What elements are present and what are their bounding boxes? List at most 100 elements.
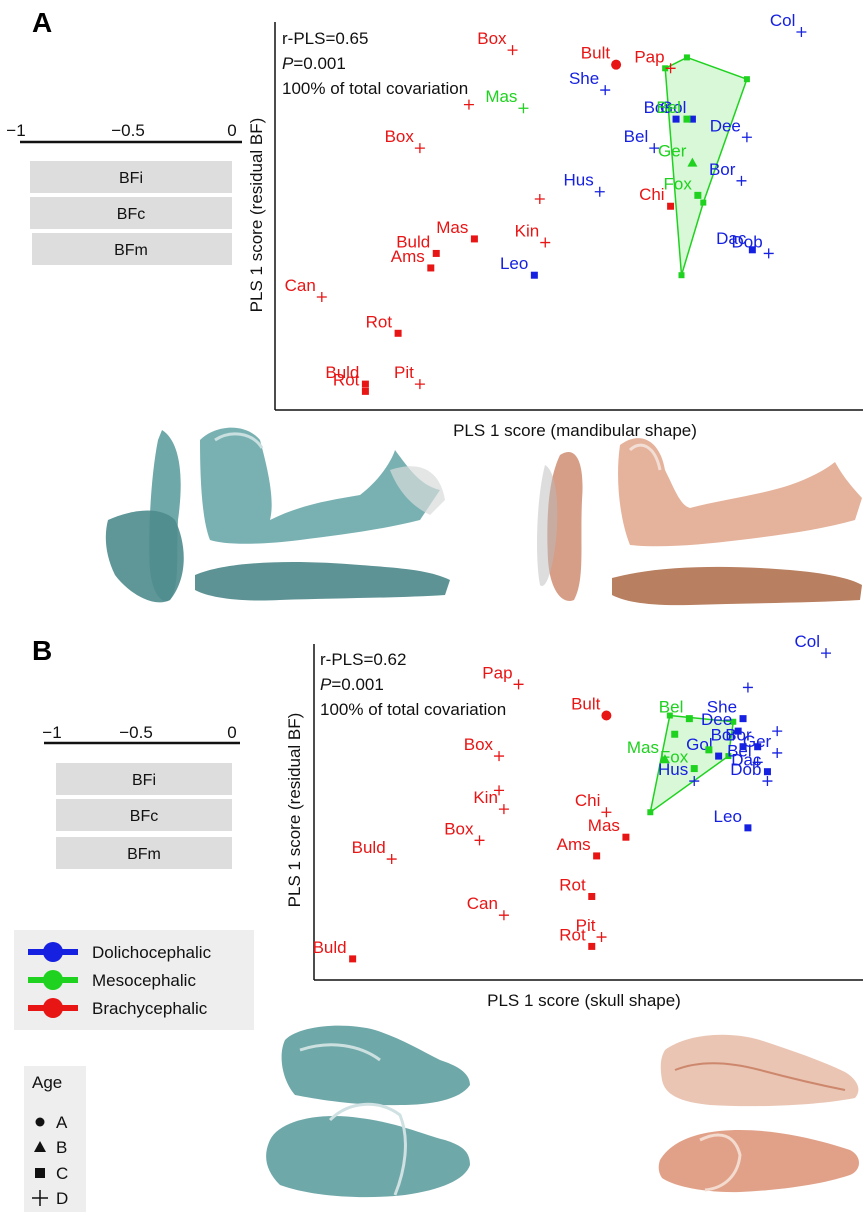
- panel-a-letter: A: [32, 7, 52, 38]
- data-point: [741, 132, 752, 143]
- data-point: [474, 835, 485, 846]
- point-label: Can: [285, 276, 316, 295]
- data-point: [432, 249, 440, 257]
- bfc-label: BFc: [117, 206, 145, 223]
- legend-item-dolichocephalic: Dolichocephalic: [28, 942, 212, 962]
- data-point: [715, 752, 723, 760]
- point-label: Bel: [656, 98, 681, 117]
- age-legend-title: Age: [32, 1073, 62, 1092]
- point-label: Mas: [588, 816, 620, 835]
- data-point: [414, 379, 425, 390]
- data-point: [752, 757, 763, 768]
- scale-tick-max: 0: [227, 723, 236, 742]
- data-point: [739, 743, 747, 751]
- data-point: [494, 785, 505, 796]
- data-point: [530, 271, 538, 279]
- data-point: [748, 246, 756, 254]
- data-point: [763, 248, 774, 259]
- data-point: [470, 235, 478, 243]
- data-point: [361, 387, 369, 395]
- data-point: [688, 115, 696, 123]
- scatter-plot-a: ColSheBorGolDeeBelBorHusDacDobLeoBelMasG…: [285, 11, 807, 395]
- data-point: [667, 202, 675, 210]
- age-c-square-icon: [35, 1168, 45, 1178]
- data-point: [518, 103, 529, 114]
- point-label: Dee: [701, 710, 732, 729]
- data-point: [687, 157, 698, 167]
- legend-label: Mesocephalic: [92, 971, 196, 990]
- point-label: Pit: [576, 916, 596, 935]
- data-point: [683, 115, 691, 123]
- age-legend-background: [24, 1066, 86, 1212]
- legend-marker: [43, 970, 63, 990]
- data-point: [685, 715, 693, 723]
- data-point: [513, 679, 524, 690]
- point-label: Ams: [391, 247, 425, 266]
- data-point: [463, 99, 474, 110]
- point-label: Fox: [660, 748, 689, 767]
- data-point: [665, 63, 676, 74]
- p-value-stat: P=0.001: [320, 675, 384, 694]
- point-label: Box: [477, 29, 507, 48]
- data-point: [796, 27, 807, 37]
- mesocephalic-hull: [664, 56, 748, 276]
- point-label: Bult: [571, 695, 601, 714]
- panel-b-letter: B: [32, 635, 52, 666]
- scale-tick-min: −1: [6, 121, 25, 140]
- point-label: Col: [770, 11, 796, 30]
- bfi-label: BFi: [132, 772, 156, 789]
- data-point: [361, 380, 369, 388]
- y-axis-label: PLS 1 score (residual BF): [285, 713, 304, 908]
- data-point: [507, 45, 518, 56]
- bf-box: [30, 161, 232, 193]
- data-point: [588, 892, 596, 900]
- scale-tick-max: 0: [227, 121, 236, 140]
- point-label: Gol: [660, 98, 686, 117]
- data-point: [601, 710, 612, 721]
- point-label: Bel: [727, 741, 752, 760]
- hull-vertex: [662, 65, 669, 72]
- x-axis-label: PLS 1 score (skull shape): [487, 991, 681, 1010]
- legend-label: Dolichocephalic: [92, 943, 212, 962]
- legend-item-brachycephalic: Brachycephalic: [28, 998, 208, 1018]
- point-label: Ams: [557, 835, 591, 854]
- data-point: [772, 726, 783, 737]
- bf-box: [32, 233, 232, 265]
- data-point: [534, 193, 545, 204]
- legend-item-mesocephalic: Mesocephalic: [28, 970, 196, 990]
- point-label: Chi: [575, 791, 601, 810]
- point-label: Bult: [581, 44, 611, 63]
- point-label: Bor: [725, 726, 752, 745]
- point-label: Mas: [627, 738, 659, 757]
- point-label: Buld: [313, 938, 347, 957]
- p-value-stat: P=0.001: [282, 54, 346, 73]
- scale-tick-mid: −0.5: [119, 723, 153, 742]
- bf-box: [56, 763, 232, 795]
- data-point: [316, 291, 327, 302]
- bfm-label: BFm: [114, 242, 148, 259]
- point-label: Col: [794, 632, 820, 651]
- data-point: [386, 854, 397, 865]
- data-point: [671, 730, 679, 738]
- point-label: Pap: [634, 47, 664, 66]
- point-label: Buld: [325, 363, 359, 382]
- point-label: Bor: [644, 98, 671, 117]
- data-point: [705, 746, 713, 754]
- age-d-plus-icon: [32, 1190, 48, 1206]
- data-point: [734, 727, 742, 735]
- data-point: [690, 765, 698, 773]
- skull-teal-model: [266, 1025, 470, 1198]
- point-label: Bor: [711, 726, 738, 745]
- age-c-label: C: [56, 1164, 68, 1183]
- data-point: [694, 191, 702, 199]
- point-label: Mas: [436, 218, 468, 237]
- data-point: [762, 776, 773, 787]
- data-point: [611, 59, 622, 70]
- mandible-teal-model: [105, 427, 450, 603]
- point-label: Bor: [709, 160, 736, 179]
- bfc-label: BFc: [130, 808, 158, 825]
- bf-box: [56, 837, 232, 869]
- point-label: Rot: [559, 925, 586, 944]
- data-point: [659, 754, 670, 764]
- legend-marker: [43, 998, 63, 1018]
